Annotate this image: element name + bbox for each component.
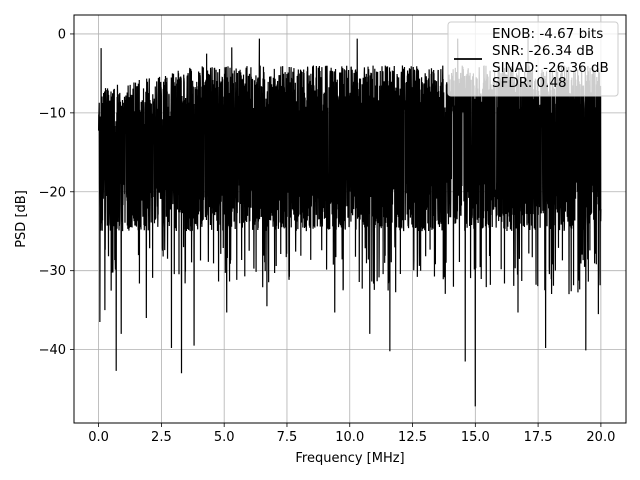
- x-tick-label: 0.0: [88, 430, 109, 445]
- legend-entry-enob: ENOB: -4.67 bits: [492, 26, 603, 42]
- legend: ENOB: -4.67 bits SNR: -26.34 dB SINAD: -…: [447, 21, 619, 97]
- y-tick-label: 0: [58, 27, 66, 42]
- y-tick-label: −40: [39, 343, 66, 358]
- x-tick-label: 20.0: [586, 430, 615, 445]
- x-axis-ticks: 0.0 2.5 5.0 7.5 10.0 12.5 15.0 17.5 20.0: [88, 423, 615, 445]
- y-axis-ticks: 0 −10 −20 −30 −40: [39, 27, 74, 358]
- x-tick-label: 2.5: [151, 430, 172, 445]
- x-tick-label: 12.5: [398, 430, 427, 445]
- legend-box: [447, 21, 619, 97]
- x-tick-label: 10.0: [335, 430, 364, 445]
- psd-series-line: [98, 37, 602, 407]
- y-axis-label: PSD [dB]: [14, 190, 29, 248]
- x-tick-label: 7.5: [277, 430, 298, 445]
- x-axis-label: Frequency [MHz]: [295, 451, 404, 466]
- legend-entry-sinad: SINAD: -26.36 dB: [492, 60, 609, 76]
- psd-trace-group: [98, 37, 602, 407]
- legend-entry-sfdr: SFDR: 0.48: [492, 75, 567, 91]
- x-tick-label: 5.0: [214, 430, 235, 445]
- x-tick-label: 15.0: [461, 430, 490, 445]
- y-tick-label: −30: [39, 264, 66, 279]
- x-tick-label: 17.5: [524, 430, 553, 445]
- y-tick-label: −20: [39, 185, 66, 200]
- legend-entry-snr: SNR: -26.34 dB: [492, 43, 594, 59]
- y-tick-label: −10: [39, 106, 66, 121]
